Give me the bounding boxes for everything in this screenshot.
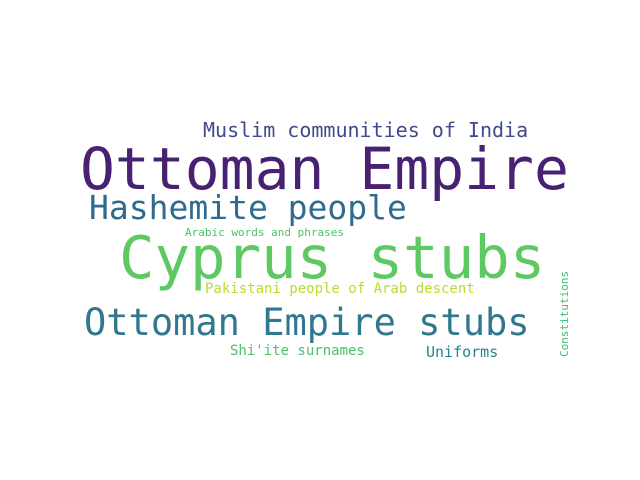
word-arabic-words-and-phrases: Arabic words and phrases bbox=[185, 226, 344, 239]
word-muslim-communities-of-india: Muslim communities of India bbox=[203, 118, 529, 142]
word-ottoman-empire-stubs: Ottoman Empire stubs bbox=[84, 301, 530, 344]
word-uniforms: Uniforms bbox=[426, 343, 499, 361]
word-pakistani-people-of-arab-descent: Pakistani people of Arab descent bbox=[205, 281, 475, 297]
word-ottoman-empire: Ottoman Empire bbox=[80, 135, 569, 203]
word-constitutions: Constitutions bbox=[558, 270, 571, 357]
word-shiite-surnames: Shi'ite surnames bbox=[230, 343, 365, 359]
word-cyprus-stubs: Cyprus stubs bbox=[119, 223, 546, 292]
word-hashemite-people: Hashemite people bbox=[89, 188, 407, 227]
